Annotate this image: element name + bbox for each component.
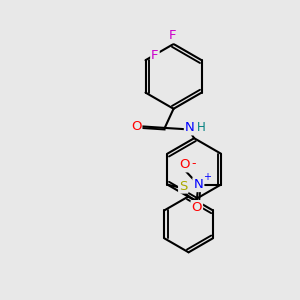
Text: F: F — [168, 29, 176, 42]
Text: F: F — [151, 49, 159, 62]
Text: -: - — [191, 157, 196, 169]
Text: O: O — [179, 158, 190, 171]
Text: O: O — [131, 120, 141, 133]
Text: N: N — [194, 178, 203, 191]
Text: N: N — [185, 122, 195, 134]
Text: H: H — [197, 121, 206, 134]
Text: O: O — [191, 201, 202, 214]
Text: S: S — [179, 180, 188, 193]
Text: +: + — [203, 172, 211, 182]
